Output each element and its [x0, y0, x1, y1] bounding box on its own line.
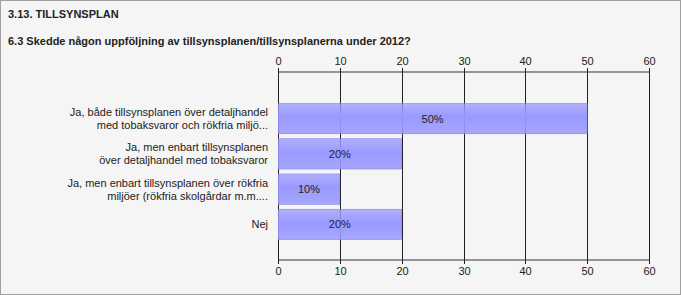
tick-mark-top [278, 68, 279, 72]
category-label-line: Nej [251, 218, 268, 230]
background [1, 1, 681, 295]
section-title: 3.13. TILLSYNSPLAN [8, 8, 119, 20]
chart: 3.13. TILLSYNSPLAN 6.3 Skedde någon uppfö… [0, 0, 681, 295]
grid-line [402, 72, 403, 260]
grid-line [464, 72, 465, 260]
category-label: Ja, men enbart tillsynsplanenöver detalj… [99, 141, 268, 166]
tick-mark-bottom [340, 260, 341, 264]
grid-line [525, 72, 526, 260]
tick-mark-bottom [587, 260, 588, 264]
axis-line-top [278, 72, 649, 73]
chart-wrap: 3.13. TILLSYNSPLAN 6.3 Skedde någon uppfö… [0, 0, 681, 295]
tick-label-bottom: 30 [458, 265, 470, 277]
tick-label-top: 30 [458, 55, 470, 67]
tick-label-bottom: 20 [396, 265, 408, 277]
tick-mark-bottom [278, 260, 279, 264]
tick-mark-top [525, 68, 526, 72]
category-label-line: över detaljhandel med tobaksvaror [99, 154, 268, 166]
tick-label-bottom: 50 [581, 265, 593, 277]
tick-mark-bottom [402, 260, 403, 264]
data-label: 20% [329, 148, 351, 160]
category-label-line: Ja, men enbart tillsynsplanen över rökfr… [67, 177, 268, 189]
tick-mark-bottom [525, 260, 526, 264]
axis-line-bottom [278, 260, 649, 261]
tick-label-bottom: 40 [519, 265, 531, 277]
tick-label-top: 10 [334, 55, 346, 67]
tick-mark-bottom [464, 260, 465, 264]
bar [278, 209, 402, 239]
tick-mark-top [340, 68, 341, 72]
category-label-line: med tobaksvaror och rökfria miljö... [97, 119, 268, 131]
tick-label-bottom: 60 [643, 265, 655, 277]
tick-label-top: 60 [643, 55, 655, 67]
bar [278, 174, 340, 204]
grid-line [587, 72, 588, 260]
data-labels: 50% 20% 10% 20% [298, 113, 444, 231]
tick-label-top: 20 [396, 55, 408, 67]
chart-title: 6.3 Skedde någon uppföljning av tillsyns… [8, 35, 411, 47]
data-label: 50% [422, 113, 444, 125]
tick-mark-top [649, 68, 650, 72]
category-label-line: miljöer (rökfria skolgårdar m.m.... [107, 190, 268, 202]
tick-mark-top [587, 68, 588, 72]
category-label: Nej [251, 218, 268, 230]
category-label: Ja, men enbart tillsynsplanen över rökfr… [67, 177, 268, 202]
bar [278, 103, 587, 133]
bar [278, 139, 402, 169]
bars [278, 103, 587, 239]
grid-line [649, 72, 650, 260]
tick-label-bottom: 10 [334, 265, 346, 277]
category-label-line: Ja, både tillsynsplanen över detaljhande… [70, 106, 268, 118]
tick-label-top: 40 [519, 55, 531, 67]
tick-mark-top [402, 68, 403, 72]
category-label-line: Ja, men enbart tillsynsplanen [126, 141, 268, 153]
tick-mark-bottom [649, 260, 650, 264]
tick-label-top: 50 [581, 55, 593, 67]
tick-mark-top [464, 68, 465, 72]
tick-label-top: 0 [275, 55, 281, 67]
category-label: Ja, både tillsynsplanen över detaljhande… [70, 106, 268, 131]
data-label: 20% [329, 218, 351, 230]
tick-label-bottom: 0 [275, 265, 281, 277]
data-label: 10% [298, 183, 320, 195]
